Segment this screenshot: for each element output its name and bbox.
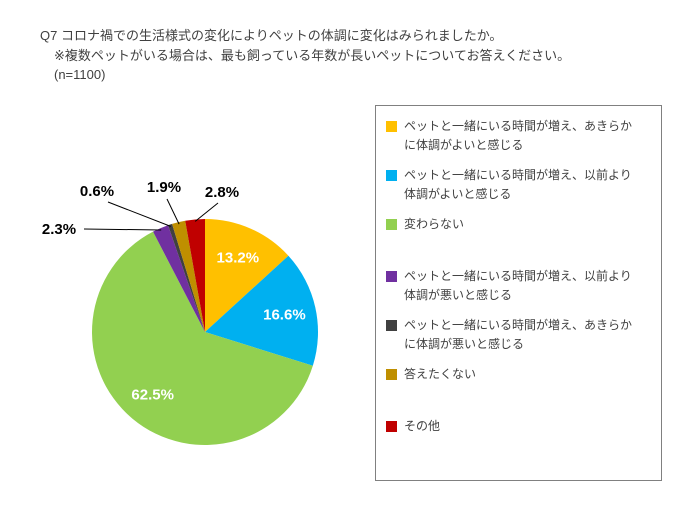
- legend-label-2: 変わらない: [404, 217, 465, 232]
- pie-slice-3: [153, 225, 205, 332]
- legend-swatch-0: [386, 121, 397, 132]
- pie-slice-1: [205, 255, 319, 366]
- legend-box: ペットと一緒にいる時間が増え、あきらかに体調がよいと感じる ペットと一緒にいる時間…: [375, 105, 662, 481]
- legend-label-4: ペットと一緒にいる時間が増え、あきらかに体調が悪いと感じる: [404, 318, 633, 351]
- question-title: Q7 コロナ禍での生活様式の変化によりペットの体調に変化はみられましたか。: [40, 28, 503, 43]
- legend-item-6: その他: [386, 417, 653, 436]
- legend-swatch-4: [386, 320, 397, 332]
- legend-item-1: ペットと一緒にいる時間が増え、以前より体調がよいと感じる: [386, 166, 653, 203]
- legend-swatch-5: [386, 369, 397, 381]
- legend-swatch-1: [386, 170, 397, 182]
- legend-item-0: ペットと一緒にいる時間が増え、あきらかに体調がよいと感じる: [386, 117, 653, 154]
- legend-item-3: ペットと一緒にいる時間が増え、以前より体調が悪いと感じる: [386, 267, 653, 304]
- legend-label-5: 答えたくない: [404, 367, 477, 382]
- legend-swatch-3: [386, 270, 397, 282]
- legend-label-3: ペットと一緒にいる時間が増え、以前より体調が悪いと感じる: [404, 268, 632, 302]
- legend-swatch-6: [386, 420, 397, 432]
- legend-label-6: その他: [404, 418, 441, 433]
- pie-slice-4: [168, 223, 205, 332]
- inside-percent-label-0: 13.2%: [217, 250, 260, 267]
- inside-percent-label-1: 16.6%: [263, 306, 306, 323]
- question-note: ※複数ペットがいる場合は、最も飼っている年数が長いペットについてお答えください。: [54, 47, 571, 63]
- pie-slice-5: [172, 220, 205, 332]
- leader-line-5: [166, 198, 180, 225]
- pie-slice-0: [205, 219, 289, 332]
- pie-slice-6: [185, 219, 205, 332]
- leader-line-3: [83, 228, 162, 231]
- sample-size: (n=1100): [54, 67, 106, 82]
- pie-slice-2: [92, 231, 313, 446]
- pie-chart: 13.2% 16.6% 62.5% 2.3% 0.6% 1.9% 2.8%: [42, 179, 319, 446]
- outside-percent-label-3: 2.3%: [42, 221, 76, 238]
- legend-label-1: ペットと一緒にいる時間が増え、以前より体調がよいと感じる: [404, 168, 632, 201]
- question-header: Q7 コロナ禍での生活様式の変化によりペットの体調に変化はみられましたか。 ※複…: [40, 26, 670, 85]
- leader-line-6: [194, 202, 219, 222]
- outside-percent-label-5: 1.9%: [147, 179, 181, 196]
- legend-item-5: 答えたくない: [386, 365, 653, 384]
- outside-percent-label-4: 0.6%: [80, 183, 114, 200]
- legend-item-2: 変わらない: [386, 215, 653, 234]
- outside-percent-label-6: 2.8%: [205, 184, 239, 201]
- legend-swatch-2: [386, 219, 397, 231]
- inside-percent-label-2: 62.5%: [131, 386, 174, 403]
- legend-item-4: ペットと一緒にいる時間が増え、あきらかに体調が悪いと感じる: [386, 316, 653, 353]
- legend-items: ペットと一緒にいる時間が増え、あきらかに体調がよいと感じる ペットと一緒にいる時間…: [386, 117, 653, 436]
- leader-line-4: [107, 201, 171, 227]
- legend-label-0: ペットと一緒にいる時間が増え、あきらかに体調がよいと感じる: [404, 119, 633, 152]
